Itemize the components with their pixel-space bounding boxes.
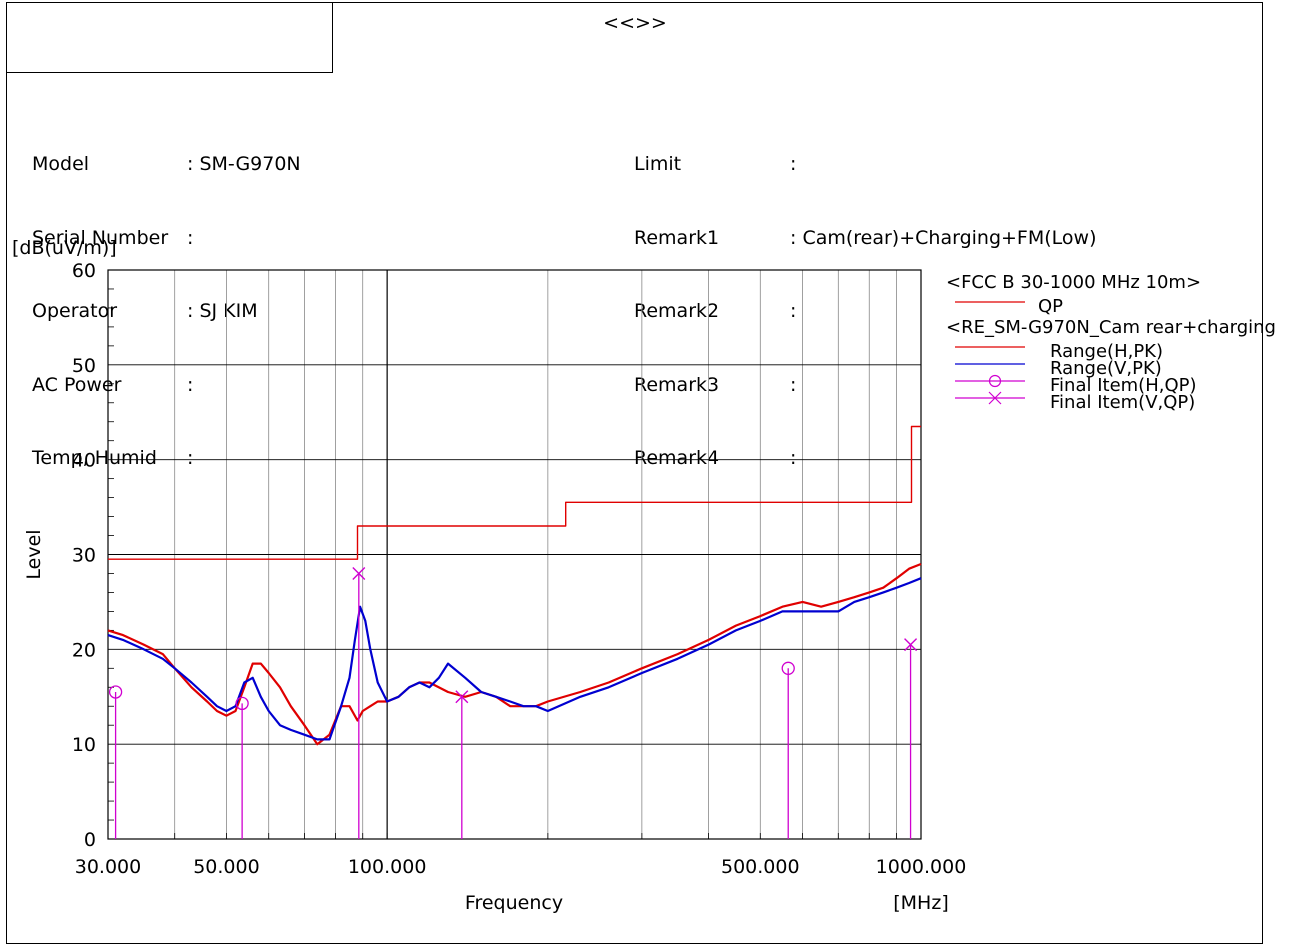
series-line-qp (108, 425, 921, 560)
x-tick-label: 500.000 (721, 856, 800, 878)
info-right-values: : : Cam(rear)+Charging+FM(Low) : : : (790, 103, 1097, 495)
y-tick-label: 20 (72, 639, 96, 661)
final-item-cross-marker (904, 638, 918, 652)
x-axis-unit: [MHz] (893, 892, 948, 914)
y-tick-label: 30 (72, 545, 96, 567)
legend-group-title: <FCC B 30-1000 MHz 10m> (946, 272, 1201, 293)
final-item-cross-marker (352, 566, 366, 580)
info-value: : (187, 447, 194, 469)
y-tick-label: 10 (72, 734, 96, 756)
final-item-circle-marker (108, 685, 123, 699)
y-tick-label: 60 (72, 260, 96, 282)
info-value: : Cam(rear)+Charging+FM(Low) (790, 226, 1097, 249)
info-label: Serial Number (32, 226, 169, 249)
info-label: AC Power (32, 373, 122, 396)
x-axis-label: Frequency (465, 892, 563, 914)
info-left-values: : SM-G970N : : SJ KIM : : (187, 103, 301, 495)
info-value: : (790, 153, 797, 175)
info-value: : (187, 226, 194, 249)
info-value: : SM-G970N (187, 153, 301, 175)
y-tick-label: 40 (72, 450, 96, 472)
legend-circle-marker (988, 374, 1002, 388)
info-label: Remark4 (634, 447, 720, 469)
info-value: : (790, 373, 797, 396)
legend-label: QP (1038, 296, 1063, 317)
legend-label: Final Item(H,QP) (1050, 375, 1197, 396)
final-item-circle-marker (781, 661, 795, 675)
info-label: Remark2 (634, 300, 720, 322)
info-left-labels: Model Serial Number Operator AC Power Te… (32, 103, 168, 495)
info-label: Temp, Humid (32, 447, 157, 469)
y-tick-label: 50 (72, 355, 96, 377)
y-tick-label: 0 (84, 829, 96, 851)
info-value: : (187, 373, 194, 396)
final-item-cross-marker (455, 690, 469, 704)
info-label: Remark1 (634, 226, 720, 249)
document-title: <<>> (603, 12, 667, 34)
final-item-circle-marker (235, 696, 249, 711)
x-tick-label: 30.000 (75, 856, 141, 878)
y-axis-unit: [dB(uV/m)] (12, 237, 117, 259)
series-line-range-h-pk- (107, 562, 922, 746)
legend-label: Range(V,PK) (1050, 358, 1162, 379)
info-right-labels: Limit Remark1 Remark2 Remark3 Remark4 (634, 103, 719, 495)
info-label: Model (32, 153, 90, 175)
info-value: : (790, 447, 797, 469)
x-tick-label: 100.000 (348, 856, 427, 878)
info-label: Remark3 (634, 373, 720, 396)
plot-frame (107, 269, 922, 840)
series-group (107, 425, 922, 746)
x-tick-label: 50.000 (193, 856, 259, 878)
legend-label: Final Item(V,QP) (1050, 392, 1195, 413)
info-value: : (790, 300, 797, 322)
legend-label: Range(H,PK) (1050, 341, 1163, 362)
logo-box (6, 2, 333, 73)
info-label: Limit (634, 153, 682, 175)
legend-group-title: <RE_SM-G970N_Cam rear+charging (946, 317, 1276, 338)
info-value: : SJ KIM (187, 300, 258, 322)
legend-cross-marker (988, 391, 1002, 405)
y-axis-label: Level (23, 529, 45, 579)
info-label: Operator (32, 300, 118, 322)
x-tick-label: 1000.000 (876, 856, 967, 878)
